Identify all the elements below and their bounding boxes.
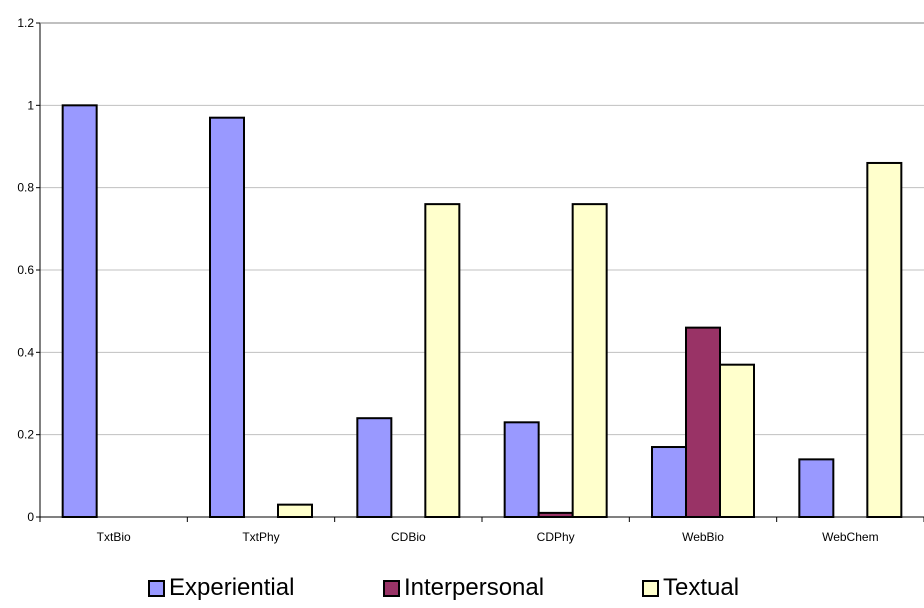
y-tick-label-2: 0.4 — [17, 345, 34, 359]
bar-interpersonal-cdphy — [537, 511, 574, 519]
legend-label-interpersonal: Interpersonal — [404, 574, 545, 601]
legend-swatch-textual — [642, 579, 659, 597]
legend-item-experiential: Experiential — [148, 574, 294, 602]
bar-textual-webchem — [866, 161, 903, 518]
axes — [36, 22, 924, 522]
bar-textual-cdphy — [571, 203, 608, 518]
bar-experiential-webbio — [651, 446, 687, 518]
y-tick-label-0: 0 — [27, 510, 34, 524]
bar-experiential-cdbio — [356, 417, 393, 519]
bar-chart: 0 0.2 0.4 0.6 0.8 1 1.2 TxtBio TxtPhy CDBio CDPhy… — [17, 16, 924, 544]
legend-item-textual: Textual — [642, 574, 739, 602]
bar-experiential-txtphy — [209, 116, 245, 519]
y-tick-label-3: 0.6 — [17, 263, 34, 277]
y-tick-label-6: 1.2 — [17, 16, 34, 30]
legend-label-textual: Textual — [663, 574, 740, 601]
legend-swatch-experiential — [148, 579, 165, 597]
legend-swatch-interpersonal — [383, 579, 400, 597]
legend-item-interpersonal: Interpersonal — [383, 574, 544, 602]
bar-textual-cdbio — [424, 203, 461, 518]
legend: Experiential Interpersonal Textual — [0, 574, 924, 608]
y-tick-label-5: 1 — [27, 98, 34, 112]
x-tick-label-webchem: WebChem — [822, 530, 878, 544]
x-tick-label-txtbio: TxtBio — [97, 530, 131, 544]
x-tick-labels: TxtBio TxtPhy CDBio CDPhy WebBio WebChem — [97, 530, 879, 544]
bar-interpersonal-webbio — [685, 326, 721, 518]
x-tick-label-webbio: WebBio — [682, 530, 724, 544]
bar-textual-webbio — [719, 363, 755, 518]
y-tick-labels: 0 0.2 0.4 0.6 0.8 1 1.2 — [17, 16, 34, 524]
bar-textual-txtphy — [277, 503, 313, 518]
bars — [61, 104, 903, 519]
bar-experiential-webchem — [798, 458, 835, 519]
bar-experiential-txtbio — [61, 104, 98, 518]
y-tick-label-4: 0.8 — [17, 181, 34, 195]
y-tick-label-1: 0.2 — [17, 428, 34, 442]
legend-label-experiential: Experiential — [169, 574, 295, 601]
x-tick-label-cdphy: CDPhy — [537, 530, 575, 544]
bar-experiential-cdphy — [503, 421, 540, 519]
gridlines — [40, 22, 924, 436]
x-tick-label-cdbio: CDBio — [391, 530, 426, 544]
x-tick-label-txtphy: TxtPhy — [242, 530, 279, 544]
